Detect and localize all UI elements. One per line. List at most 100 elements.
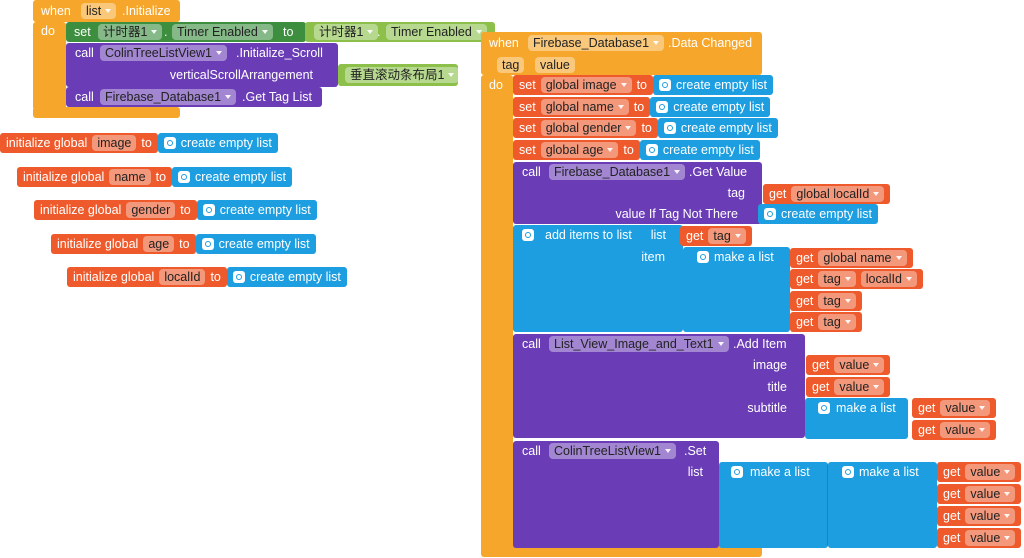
field-text: value bbox=[839, 380, 870, 394]
label: when bbox=[41, 4, 71, 18]
label: image bbox=[752, 358, 787, 372]
event-block bbox=[481, 32, 762, 75]
block: get value bbox=[912, 398, 997, 418]
dropdown-arrow bbox=[979, 428, 986, 432]
block: initialize global image to bbox=[0, 133, 158, 153]
gear-icon bbox=[659, 79, 672, 91]
gear-icon bbox=[656, 101, 669, 113]
gear-icon bbox=[178, 171, 191, 183]
get-block: get global name bbox=[790, 248, 913, 268]
field-text: 垂直滚动条布局1 bbox=[350, 68, 445, 82]
global-declaration: initialize global image to create empty lis… bbox=[0, 133, 278, 153]
label: call bbox=[522, 165, 541, 179]
label: create empty list bbox=[680, 121, 772, 135]
dropdown-field: value bbox=[965, 508, 1016, 524]
dropdown-field: value bbox=[965, 530, 1016, 546]
gear-icon bbox=[645, 144, 658, 156]
field-text: value bbox=[540, 58, 570, 72]
dropdown-field: tag bbox=[818, 293, 856, 309]
field-text: ColinTreeListView1 bbox=[105, 46, 212, 60]
block: set global age to bbox=[513, 140, 640, 160]
block: get value bbox=[937, 484, 1022, 504]
gear-icon bbox=[202, 204, 215, 216]
label: set bbox=[519, 78, 536, 92]
dropdown-field: List_View_Image_and_Text1 bbox=[549, 336, 729, 352]
dropdown-arrow bbox=[475, 30, 482, 34]
gear-icon bbox=[764, 208, 776, 220]
label: to bbox=[283, 25, 294, 39]
gear-icon bbox=[522, 229, 534, 241]
dropdown-arrow bbox=[844, 320, 851, 324]
field-text: global gender bbox=[545, 121, 622, 135]
dropdown-field: value bbox=[965, 486, 1016, 502]
dropdown-field: value bbox=[940, 400, 991, 416]
dropdown-arrow bbox=[225, 95, 232, 99]
dropdown-arrow bbox=[448, 73, 455, 77]
label: to bbox=[141, 136, 152, 150]
dropdown-field: Timer Enabled bbox=[172, 24, 273, 40]
label: tag bbox=[727, 186, 745, 200]
block: create empty list bbox=[657, 118, 778, 138]
label: initialize global bbox=[23, 170, 105, 184]
block: create empty list bbox=[196, 200, 317, 220]
field-text: ColinTreeListView1 bbox=[554, 444, 661, 458]
label: set bbox=[519, 121, 536, 135]
field-text: tag bbox=[502, 58, 520, 72]
field-text: Firebase_Database1 bbox=[554, 165, 671, 179]
dropdown-arrow bbox=[873, 363, 880, 367]
gear-icon bbox=[842, 466, 854, 478]
label: call bbox=[522, 337, 541, 351]
event-block bbox=[481, 545, 762, 557]
event-block bbox=[33, 107, 180, 118]
get-block: get value bbox=[937, 528, 1022, 548]
label: do bbox=[489, 78, 503, 92]
dropdown-arrow bbox=[151, 30, 158, 34]
label: get bbox=[918, 401, 936, 415]
gear-icon bbox=[163, 137, 176, 149]
label: make a list bbox=[750, 465, 810, 479]
dropdown-field: list bbox=[81, 3, 117, 19]
block: get value bbox=[937, 528, 1022, 548]
field-text: global name bbox=[545, 100, 614, 114]
label: get bbox=[943, 531, 961, 545]
set-variable: set global image to create empty list bbox=[513, 75, 774, 95]
dropdown-arrow bbox=[734, 234, 741, 238]
dropdown-arrow bbox=[873, 385, 880, 389]
dropdown-arrow bbox=[625, 126, 632, 130]
block: get value bbox=[937, 506, 1022, 526]
dropdown-arrow bbox=[1004, 514, 1011, 518]
dropdown-field: value bbox=[834, 357, 885, 373]
label: .Set bbox=[684, 444, 707, 458]
dropdown-field: ColinTreeListView1 bbox=[549, 443, 676, 459]
dropdown-arrow bbox=[367, 30, 374, 34]
label: .Initialize_Scroll bbox=[236, 46, 323, 60]
dropdown-arrow bbox=[717, 342, 724, 346]
dropdown-arrow bbox=[261, 30, 268, 34]
dropdown-arrow bbox=[1004, 470, 1011, 474]
label: get bbox=[796, 272, 814, 286]
block: set global gender to bbox=[513, 118, 658, 138]
method-block bbox=[513, 441, 719, 548]
dropdown-arrow bbox=[844, 299, 851, 303]
get-block: get value bbox=[937, 462, 1022, 482]
dropdown-arrow bbox=[844, 277, 851, 281]
label: when bbox=[489, 36, 519, 50]
set-variable: set global gender to create empty list bbox=[513, 118, 778, 138]
dropdown-arrow bbox=[607, 148, 614, 152]
global-declaration: initialize global name to create empty list bbox=[17, 167, 293, 187]
global-declaration: initialize global gender to create empty li… bbox=[34, 200, 317, 220]
dropdown-field: localId bbox=[159, 269, 206, 285]
field-text: gender bbox=[131, 203, 171, 217]
field-text: Timer Enabled bbox=[391, 25, 472, 39]
dropdown-arrow bbox=[620, 83, 627, 87]
block: initialize global name to bbox=[17, 167, 173, 187]
get-block: get tag localId bbox=[790, 269, 923, 289]
field-text: List_View_Image_and_Text1 bbox=[554, 337, 714, 351]
dropdown-field: gender bbox=[126, 202, 176, 218]
block: get value bbox=[806, 355, 891, 375]
dropdown-arrow bbox=[895, 256, 902, 260]
dropdown-field: value bbox=[834, 379, 885, 395]
block: create empty list bbox=[195, 234, 316, 254]
label: create empty list bbox=[219, 203, 311, 217]
get-block: get tag bbox=[790, 312, 862, 332]
